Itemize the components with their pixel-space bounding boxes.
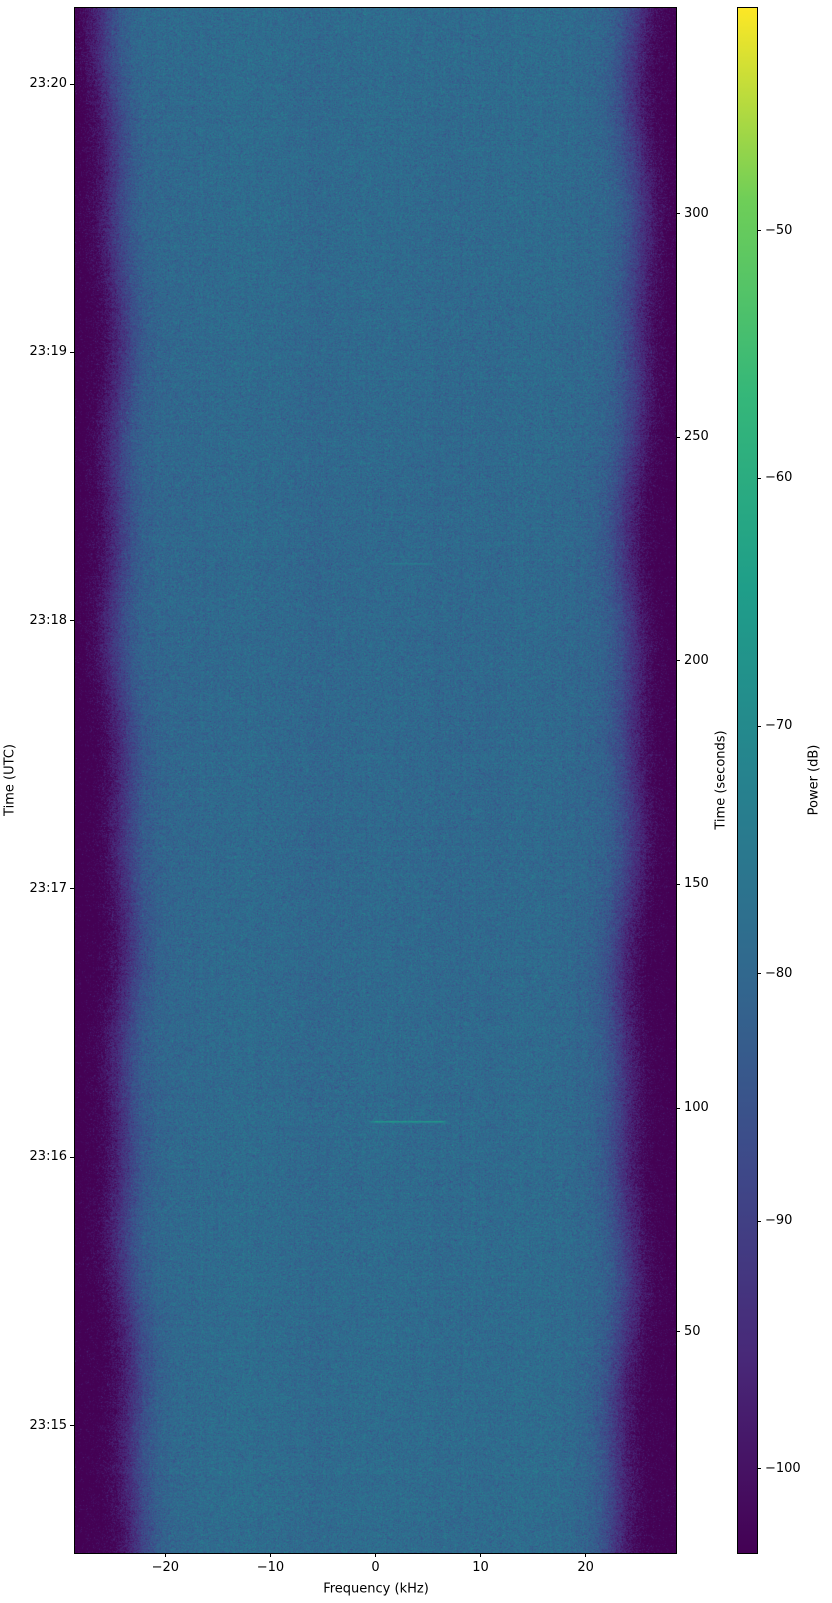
- colorbar-tick-label: −60: [765, 470, 793, 486]
- y-right-tick-label: 200: [684, 652, 709, 668]
- x-tick-mark: [480, 1553, 482, 1557]
- x-tick-label: 10: [472, 1560, 489, 1575]
- colorbar-tick-mark: [757, 973, 761, 975]
- colorbar-title: Power (dB): [806, 744, 822, 816]
- spectrogram-image: [75, 8, 676, 1553]
- colorbar: [737, 7, 758, 1554]
- y-right-tick-label: 150: [684, 876, 709, 892]
- y-left-tick-label: 23:17: [29, 880, 67, 896]
- colorbar-tick-mark: [757, 1220, 761, 1222]
- y-left-tick-mark: [70, 620, 74, 622]
- y-left-tick-label: 23:18: [29, 612, 67, 628]
- y-left-tick-label: 23:16: [29, 1149, 67, 1165]
- y-axis-right-title: Time (seconds): [713, 730, 729, 830]
- colorbar-gradient: [738, 8, 757, 1553]
- y-left-tick-mark: [70, 888, 74, 890]
- colorbar-tick-label: −50: [765, 222, 793, 238]
- y-left-tick-mark: [70, 1156, 74, 1158]
- colorbar-tick-mark: [757, 477, 761, 479]
- spectrogram-plot-area: [74, 7, 677, 1554]
- y-left-tick-mark: [70, 1425, 74, 1427]
- y-right-tick-mark: [676, 883, 680, 885]
- x-tick-mark: [269, 1553, 271, 1557]
- y-right-tick-label: 300: [684, 205, 709, 221]
- y-right-tick-mark: [676, 213, 680, 215]
- colorbar-tick-mark: [757, 1468, 761, 1470]
- colorbar-tick-label: −90: [765, 1213, 793, 1229]
- x-tick-mark: [164, 1553, 166, 1557]
- colorbar-tick-label: −100: [765, 1460, 801, 1476]
- y-left-tick-label: 23:15: [29, 1417, 67, 1433]
- x-tick-label: −20: [151, 1560, 180, 1575]
- y-right-tick-mark: [676, 660, 680, 662]
- y-left-tick-mark: [70, 351, 74, 353]
- y-right-tick-mark: [676, 1331, 680, 1333]
- x-axis-title: Frequency (kHz): [323, 1581, 429, 1597]
- colorbar-tick-label: −70: [765, 718, 793, 734]
- colorbar-tick-label: −80: [765, 965, 793, 981]
- colorbar-tick-mark: [757, 230, 761, 232]
- y-right-tick-label: 50: [684, 1323, 701, 1339]
- x-tick-mark: [375, 1553, 376, 1557]
- y-axis-left-title: Time (UTC): [2, 744, 18, 816]
- y-left-tick-label: 23:19: [29, 344, 67, 360]
- y-left-tick-mark: [70, 83, 74, 85]
- x-tick-label: 20: [577, 1560, 594, 1575]
- x-tick-mark: [585, 1553, 587, 1557]
- y-right-tick-mark: [676, 1107, 680, 1109]
- x-tick-label: 0: [371, 1560, 380, 1575]
- y-right-tick-label: 250: [684, 429, 709, 445]
- y-right-tick-mark: [676, 436, 680, 438]
- colorbar-tick-mark: [757, 725, 761, 727]
- y-left-tick-label: 23:20: [29, 76, 67, 92]
- y-right-tick-label: 100: [684, 1100, 709, 1116]
- x-tick-label: −10: [256, 1560, 285, 1575]
